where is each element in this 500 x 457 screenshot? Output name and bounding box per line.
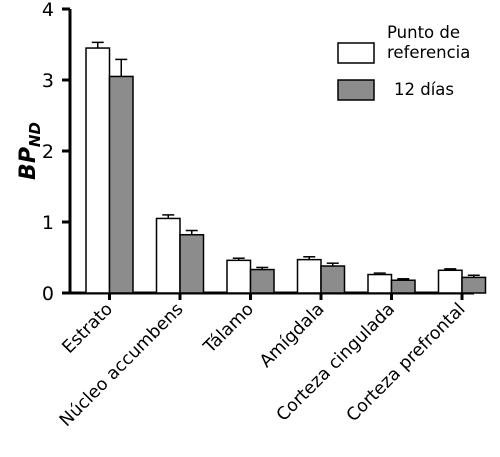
category-label: Corteza cingulada [273,299,399,425]
bar-day12 [461,276,487,294]
y-tick-label: 3 [42,70,54,92]
legend-swatch [337,79,375,101]
category-label: Tálamo [199,299,258,358]
y-ticks: 0 1 2 3 4 [42,0,70,305]
legend-swatch [337,42,375,64]
category-label: Núcleo accumbens [56,299,187,430]
bar-day12 [390,279,416,294]
bars [85,47,487,294]
y-axis-label-main: BP [16,147,41,180]
bar-baseline [226,259,252,294]
bar-day12 [320,265,346,294]
bar-baseline [155,217,181,294]
bar-day12 [108,75,134,294]
bar-baseline [85,47,111,294]
legend-label: 12 días [394,80,454,99]
category-label: Corteza prefrontal [343,299,470,426]
y-tick-label: 2 [42,141,54,163]
category-label: Estrato [59,299,117,357]
bar-baseline [367,273,393,294]
bar-day12 [249,268,275,294]
bar-baseline [296,258,322,294]
x-ticks [108,293,464,300]
y-axis-label-subscript: ND [26,122,44,147]
error-bars [91,41,480,281]
bar-day12 [179,234,205,294]
category-label: Amígdala [256,299,328,371]
legend-label: referencia [387,43,470,62]
y-tick-label: 4 [42,0,54,21]
y-axis-label: BPND [16,122,44,180]
y-tick-label: 0 [42,283,54,305]
legend-label: Punto de [387,23,460,42]
y-tick-label: 1 [42,212,54,234]
bar-baseline [437,269,463,294]
